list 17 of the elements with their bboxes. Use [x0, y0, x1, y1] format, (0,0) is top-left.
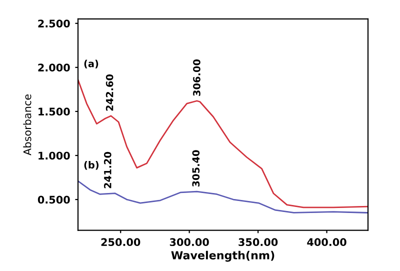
- y-tick-label: 1.500: [38, 108, 70, 116]
- series-label: (b): [84, 161, 99, 170]
- y-tick-label: 2.500: [38, 20, 70, 28]
- x-tick-label: 400.00: [307, 238, 346, 246]
- y-tick-label: 0.500: [38, 196, 70, 204]
- x-axis-title: Wavelength(nm): [171, 250, 274, 262]
- y-tick-label: 2.000: [38, 64, 70, 72]
- x-tick-label: 300.00: [170, 238, 209, 246]
- annotation: 242.60: [106, 74, 114, 111]
- x-tick-label: 350.00: [238, 238, 278, 246]
- series-label: (a): [84, 60, 98, 68]
- x-tick-label: 250.00: [101, 238, 140, 246]
- annotation: 305.40: [192, 150, 200, 187]
- annotation: 241.20: [104, 152, 112, 188]
- y-tick-label: 1.000: [38, 152, 70, 160]
- annotation: 306.00: [193, 59, 200, 96]
- y-axis-title: Absorbance: [23, 94, 32, 156]
